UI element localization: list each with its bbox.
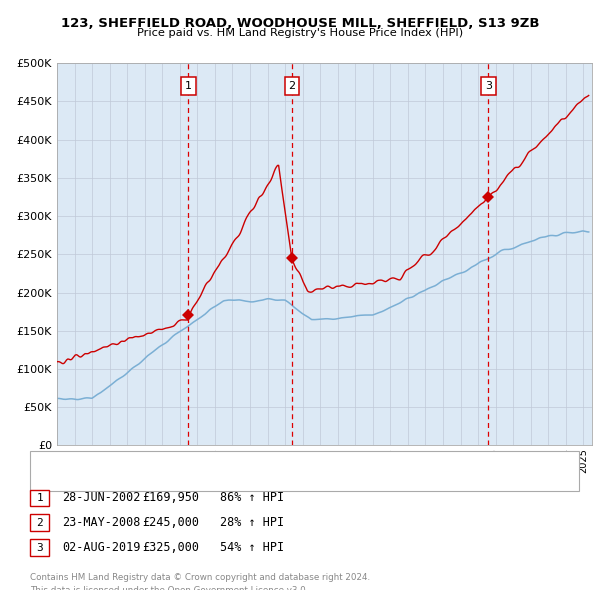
Text: 2: 2: [289, 81, 296, 91]
Text: 123, SHEFFIELD ROAD, WOODHOUSE MILL, SHEFFIELD, S13 9ZB: 123, SHEFFIELD ROAD, WOODHOUSE MILL, SHE…: [61, 17, 539, 30]
Text: HPI: Average price, detached house, Rotherham: HPI: Average price, detached house, Roth…: [70, 476, 305, 486]
Text: 28-JUN-2002: 28-JUN-2002: [62, 491, 141, 504]
Text: 86% ↑ HPI: 86% ↑ HPI: [220, 491, 284, 504]
Text: 3: 3: [36, 543, 43, 552]
Text: 28% ↑ HPI: 28% ↑ HPI: [220, 516, 284, 529]
Text: —: —: [41, 472, 58, 490]
Text: £169,950: £169,950: [142, 491, 199, 504]
Text: 54% ↑ HPI: 54% ↑ HPI: [220, 541, 284, 554]
Text: 23-MAY-2008: 23-MAY-2008: [62, 516, 141, 529]
Text: £325,000: £325,000: [142, 541, 199, 554]
Text: 2: 2: [36, 518, 43, 527]
Text: Contains HM Land Registry data © Crown copyright and database right 2024.: Contains HM Land Registry data © Crown c…: [30, 573, 370, 582]
Text: This data is licensed under the Open Government Licence v3.0.: This data is licensed under the Open Gov…: [30, 586, 308, 590]
Text: 123, SHEFFIELD ROAD, WOODHOUSE MILL, SHEFFIELD, S13 9ZB (detached house): 123, SHEFFIELD ROAD, WOODHOUSE MILL, SHE…: [70, 457, 473, 467]
Text: Price paid vs. HM Land Registry's House Price Index (HPI): Price paid vs. HM Land Registry's House …: [137, 28, 463, 38]
Text: —: —: [41, 453, 58, 471]
Text: 1: 1: [185, 81, 192, 91]
Text: 3: 3: [485, 81, 492, 91]
Text: 02-AUG-2019: 02-AUG-2019: [62, 541, 141, 554]
Text: £245,000: £245,000: [142, 516, 199, 529]
Text: 1: 1: [36, 493, 43, 503]
